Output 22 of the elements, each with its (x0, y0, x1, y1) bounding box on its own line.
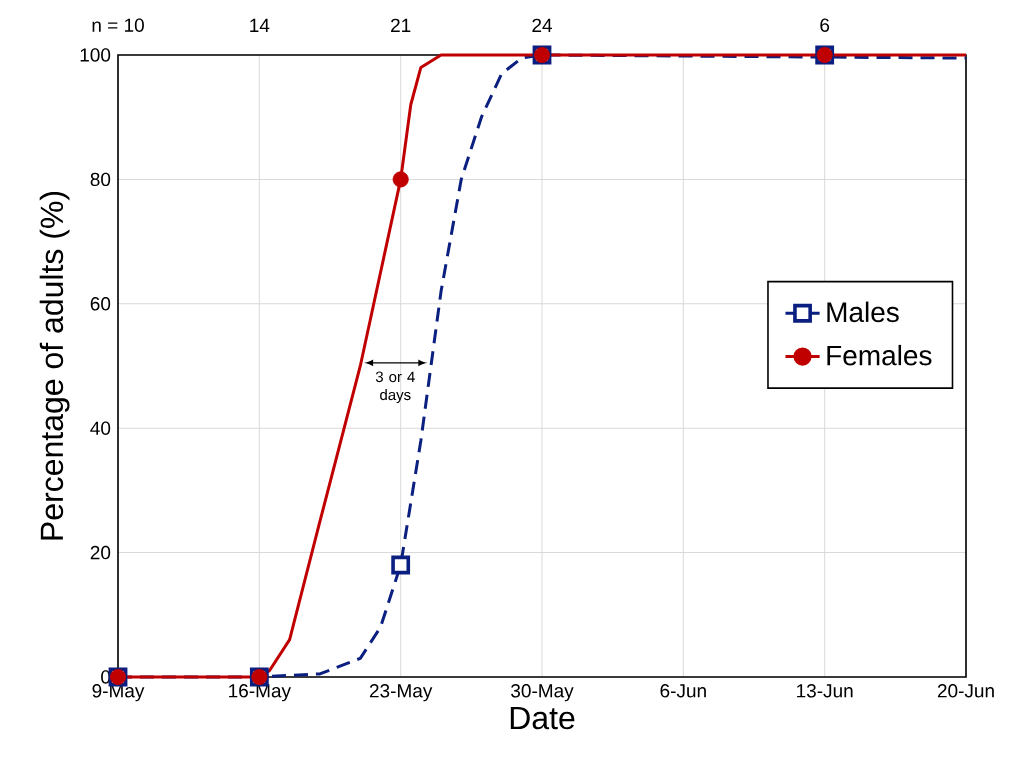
annotation: 3 or 4 days (375, 371, 415, 404)
x-axis-title: Date (510, 706, 575, 730)
x2-tick-label: 24 (532, 18, 553, 32)
x2-tick-label: 14 (250, 18, 270, 32)
legend-label: Females (827, 344, 932, 366)
x-tick-label: 9-May (92, 684, 145, 702)
x-tick-label: 23-May (369, 684, 433, 702)
x-tick-label: 16-May (229, 684, 291, 702)
y-tick-label: 80 (90, 172, 111, 187)
y-tick-label: 100 (80, 48, 111, 62)
y-tick-label: 60 (90, 297, 111, 311)
x2-tick-label: n = 10 (92, 18, 144, 32)
x-tick-label: 6-Jun (660, 684, 706, 698)
legend-label: Males (827, 301, 899, 323)
x-tick-label: 20-Jun (937, 684, 994, 698)
y-tick-label: 20 (90, 545, 111, 560)
y-tick-label: 40 (90, 421, 111, 435)
x2-tick-label: 6 (820, 18, 830, 32)
x-tick-label: 13-Jun (797, 684, 853, 698)
y-axis-title: Percentage of adults (%) (39, 191, 70, 540)
x2-tick-label: 21 (391, 18, 411, 32)
x-tick-label: 30-May (511, 684, 574, 702)
